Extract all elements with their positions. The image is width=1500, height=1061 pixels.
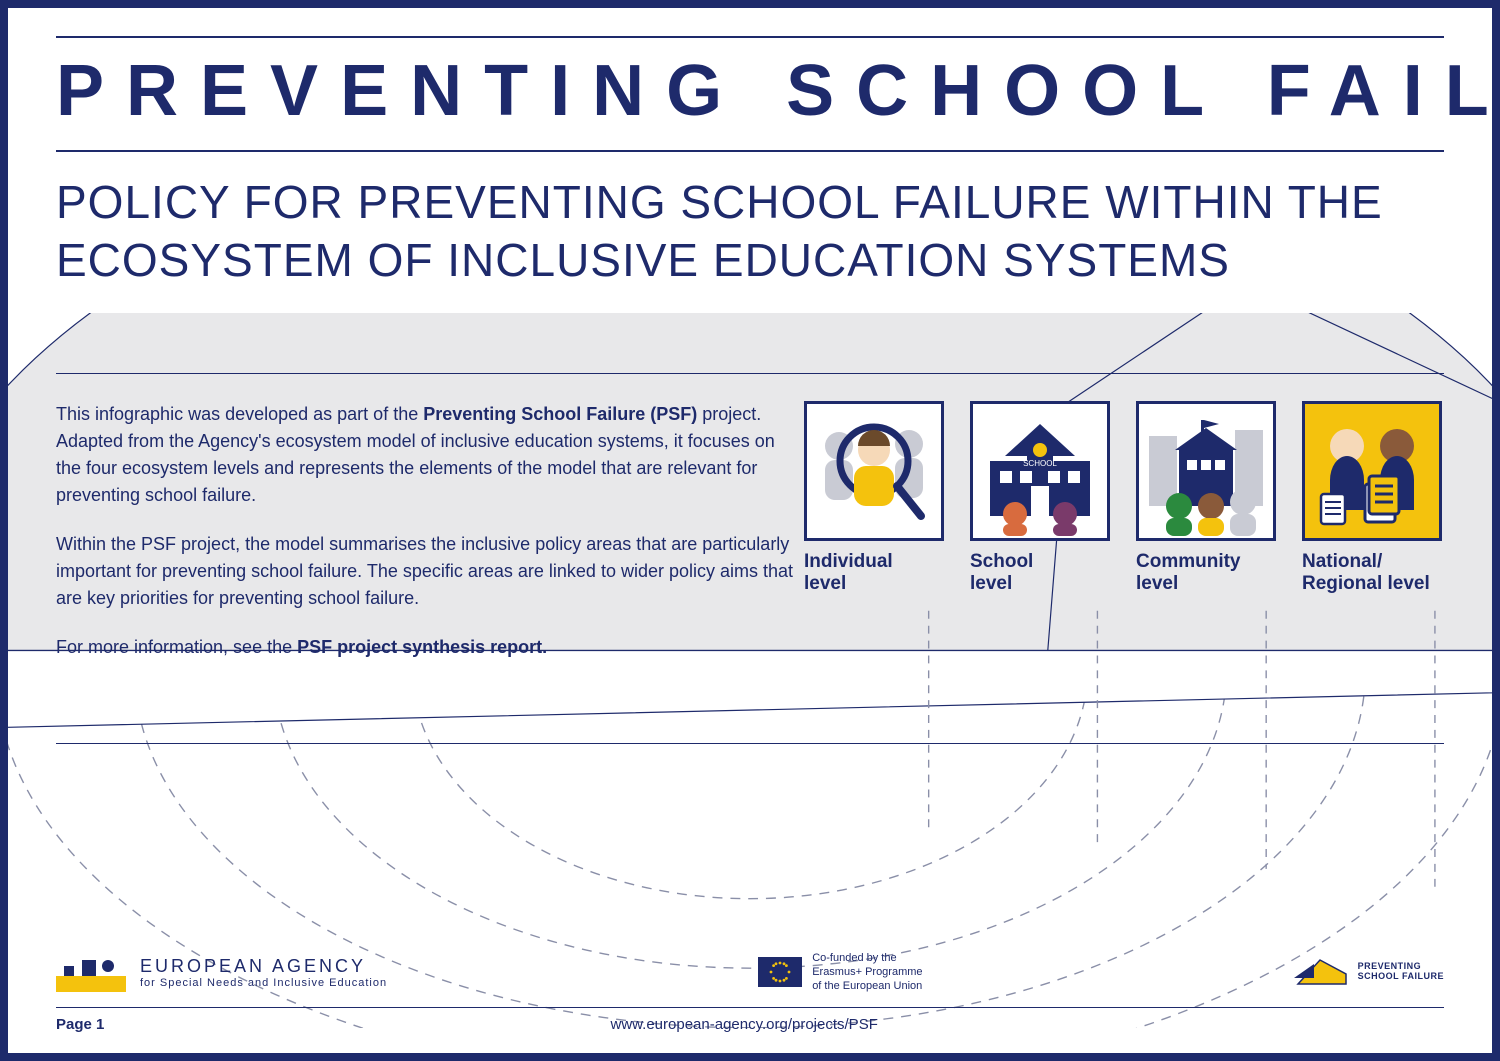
eu-flag-icon — [758, 957, 802, 987]
page-number: Page 1 — [56, 1016, 104, 1033]
level-individual: Individual level — [804, 401, 944, 595]
european-agency-logo: EUROPEAN AGENCY for Special Needs and In… — [56, 952, 387, 992]
text-span: For more information, see the — [56, 637, 297, 657]
footer-bar: Page 1 www.european-agency.org/projects/… — [56, 1008, 1444, 1033]
agency-tagline: for Special Needs and Inclusive Educatio… — [140, 977, 387, 989]
footer-logos-row: EUROPEAN AGENCY for Special Needs and In… — [56, 943, 1444, 1001]
ecosystem-levels-row: Individual level — [804, 401, 1444, 595]
label-line: National/ — [1302, 551, 1382, 572]
intro-paragraph-2: Within the PSF project, the model summar… — [56, 531, 796, 612]
level-label: National/ Regional level — [1302, 551, 1442, 595]
rule-body-top — [56, 373, 1444, 374]
label-line: Individual — [804, 551, 893, 572]
level-label: School level — [970, 551, 1110, 595]
psf-mark-icon — [1294, 954, 1350, 990]
level-label: Community level — [1136, 551, 1276, 595]
eu-line: Erasmus+ Programme — [812, 965, 922, 979]
text-span: This infographic was developed as part o… — [56, 404, 423, 424]
label-line: level — [804, 573, 846, 594]
tile-individual — [804, 401, 944, 541]
intro-paragraph-3: For more information, see the PSF projec… — [56, 634, 796, 661]
page-subtitle: POLICY FOR PREVENTING SCHOOL FAILURE WIT… — [56, 152, 1444, 323]
page-frame: PREVENTING SCHOOL FAILURE POLICY FOR PRE… — [0, 0, 1500, 1061]
eu-text: Co-funded by the Erasmus+ Programme of t… — [812, 951, 922, 994]
tile-community — [1136, 401, 1276, 541]
psf-text: PREVENTING SCHOOL FAILURE — [1358, 962, 1444, 982]
school-icon: SCHOOL — [975, 406, 1105, 536]
rule-body-bottom — [56, 743, 1444, 744]
psf-line: SCHOOL FAILURE — [1358, 972, 1444, 982]
page-title: PREVENTING SCHOOL FAILURE — [56, 38, 1444, 150]
footer-url: www.european-agency.org/projects/PSF — [611, 1016, 878, 1033]
label-line: level — [1136, 573, 1178, 594]
text-bold: PSF project synthesis report. — [297, 637, 547, 657]
label-line: Community — [1136, 551, 1241, 572]
tile-national — [1302, 401, 1442, 541]
intro-paragraph-1: This infographic was developed as part o… — [56, 401, 796, 509]
svg-text:SCHOOL: SCHOOL — [1023, 459, 1057, 468]
level-community: Community level — [1136, 401, 1276, 595]
community-icon — [1141, 406, 1271, 536]
level-label: Individual level — [804, 551, 944, 595]
label-line: level — [970, 573, 1012, 594]
individual-icon — [809, 406, 939, 536]
intro-text-block: This infographic was developed as part o… — [56, 401, 796, 683]
tile-school: SCHOOL — [970, 401, 1110, 541]
content-container: PREVENTING SCHOOL FAILURE POLICY FOR PRE… — [56, 36, 1444, 1033]
level-school: SCHOOL School level — [970, 401, 1110, 595]
agency-text: EUROPEAN AGENCY for Special Needs and In… — [140, 956, 387, 989]
eu-line: Co-funded by the — [812, 951, 922, 965]
eu-cofunded-logo: Co-funded by the Erasmus+ Programme of t… — [758, 951, 922, 994]
eu-line: of the European Union — [812, 979, 922, 993]
text-bold: Preventing School Failure (PSF) — [423, 404, 697, 424]
level-national: National/ Regional level — [1302, 401, 1442, 595]
agency-name: EUROPEAN AGENCY — [140, 956, 387, 977]
label-line: Regional level — [1302, 573, 1430, 594]
agency-mark-icon — [56, 952, 126, 992]
label-line: School — [970, 551, 1033, 572]
page-footer: EUROPEAN AGENCY for Special Needs and In… — [56, 943, 1444, 1033]
psf-logo: PREVENTING SCHOOL FAILURE — [1294, 954, 1444, 990]
national-icon — [1307, 406, 1437, 536]
body-area: This infographic was developed as part o… — [56, 323, 1444, 883]
